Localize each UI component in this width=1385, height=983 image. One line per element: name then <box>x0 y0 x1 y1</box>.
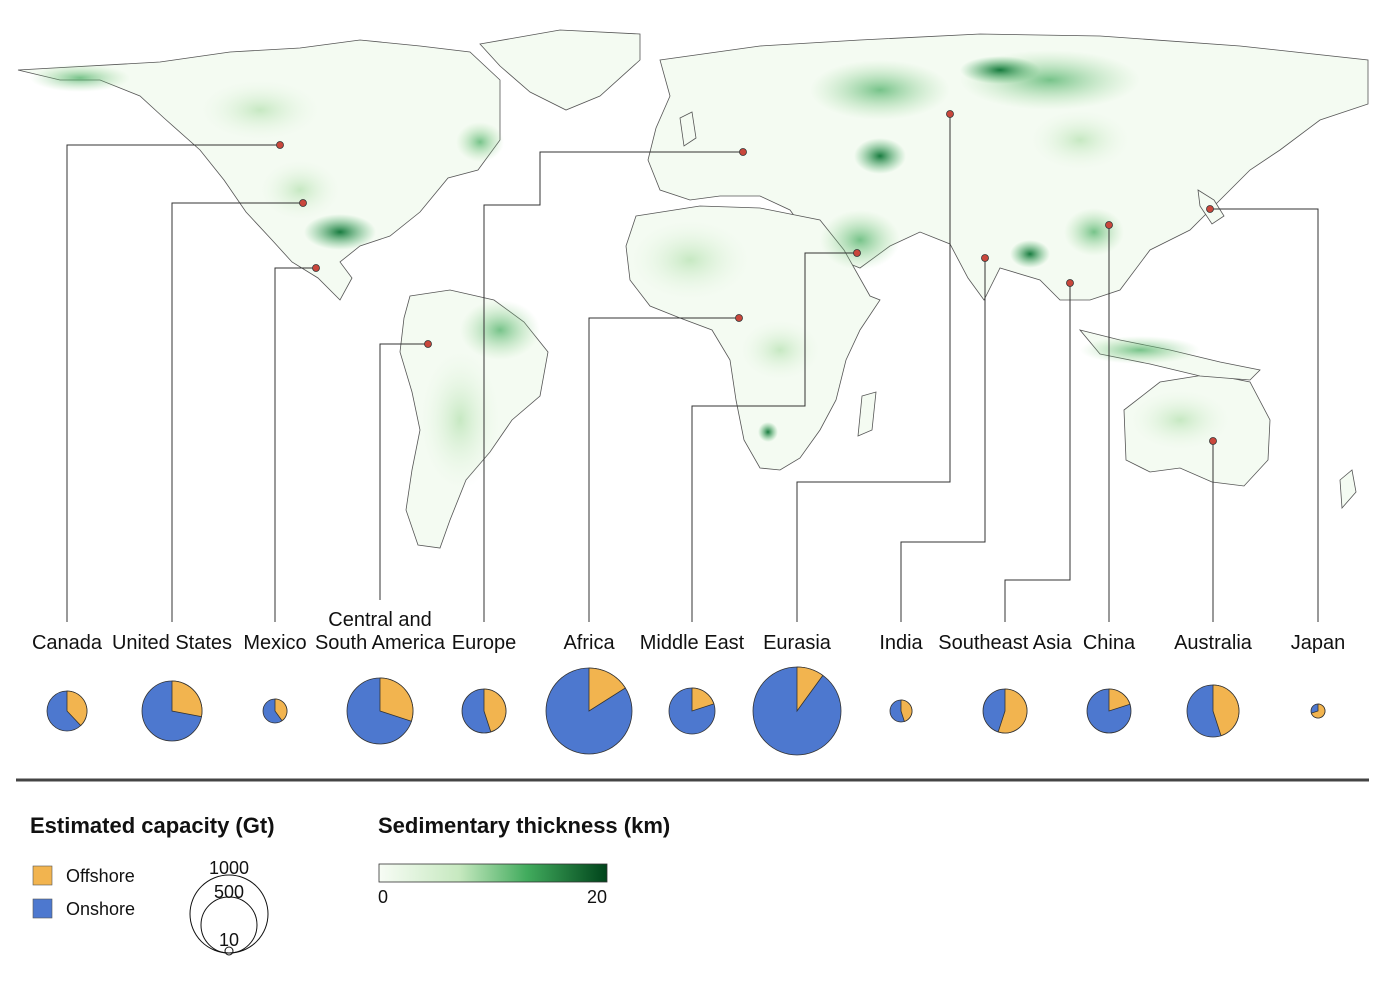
pie-offshore-china <box>1108 688 1131 712</box>
region-label-china: China <box>1083 632 1136 654</box>
colorbar-min-label: 0 <box>378 887 388 907</box>
region-label-africa: Africa <box>563 632 615 654</box>
offshore-swatch <box>32 865 53 886</box>
capacity-legend-title: Estimated capacity (Gt) <box>30 813 275 838</box>
size-legend-circle-500 <box>200 896 258 954</box>
pie-offshore-eurasia <box>796 666 824 713</box>
size-legend-circle-10 <box>224 946 234 956</box>
marker-china <box>1105 221 1113 229</box>
pie-middle-east <box>668 687 716 735</box>
pie-offshore-europe <box>483 688 507 733</box>
pie-offshore-canada <box>66 690 88 727</box>
marker-africa <box>735 314 743 322</box>
region-markers <box>276 110 1217 445</box>
pie-offshore-middle-east <box>691 687 715 712</box>
leader-line-united-states <box>171 202 303 622</box>
pie-africa <box>545 667 633 755</box>
pie-offshore-india <box>900 699 913 722</box>
leader-line-india <box>900 258 986 622</box>
pie-china <box>1086 688 1132 734</box>
pie-offshore-united-states <box>171 680 203 718</box>
leader-line-africa <box>588 317 739 622</box>
madagascar-shape <box>857 391 877 437</box>
world-map <box>17 29 1369 549</box>
pie-mexico <box>262 698 288 724</box>
sediment-overlay <box>30 50 1230 490</box>
leader-line-eurasia <box>796 114 951 622</box>
pie-australia <box>1186 684 1240 738</box>
region-label-middle-east: Middle East <box>640 632 745 654</box>
size-legend-label-500: 500 <box>214 882 244 902</box>
leader-line-southeast-asia <box>1004 283 1071 622</box>
marker-central-south-america <box>424 340 432 348</box>
leader-line-canada <box>66 144 280 622</box>
marker-united-states <box>299 199 307 207</box>
marker-southeast-asia <box>1066 279 1074 287</box>
region-label-europe: Europe <box>452 632 517 654</box>
region-label-japan: Japan <box>1291 632 1346 654</box>
pie-europe <box>461 688 507 734</box>
pie-offshore-mexico <box>274 698 288 722</box>
colorbar-max-label: 20 <box>587 887 607 907</box>
leader-line-mexico <box>274 267 316 622</box>
size-legend <box>189 874 269 956</box>
pie-offshore-japan <box>1310 703 1326 719</box>
region-label-eurasia: Eurasia <box>763 632 832 654</box>
pie-united-states <box>141 680 203 742</box>
region-label-central-south-america-line-1: Central and <box>328 609 431 631</box>
size-legend-label-1000: 1000 <box>209 858 249 878</box>
marker-japan <box>1206 205 1214 213</box>
marker-canada <box>276 141 284 149</box>
size-legend-label-10: 10 <box>219 930 239 950</box>
leader-line-japan <box>1210 208 1319 622</box>
greenland-shape <box>479 29 641 111</box>
onshore-swatch <box>32 898 53 919</box>
sediment-colorbar <box>378 863 608 883</box>
region-label-india: India <box>879 632 923 654</box>
leader-lines <box>66 114 1319 622</box>
legend: Estimated capacity (Gt) Offshore Onshore… <box>30 813 670 956</box>
leader-line-middle-east <box>691 252 857 622</box>
region-label-mexico: Mexico <box>243 632 306 654</box>
offshore-legend-label: Offshore <box>66 866 135 886</box>
region-label-canada: Canada <box>32 632 103 654</box>
pie-india <box>889 699 913 723</box>
pie-southeast-asia <box>982 688 1028 734</box>
leader-line-europe <box>483 151 743 622</box>
marker-europe <box>739 148 747 156</box>
thickness-legend-title: Sedimentary thickness (km) <box>378 813 670 838</box>
leader-line-central-south-america <box>379 343 428 600</box>
marker-india <box>981 254 989 262</box>
pie-japan <box>1310 703 1326 719</box>
pie-offshore-australia <box>1212 684 1240 737</box>
new-zealand-shape <box>1339 469 1357 509</box>
onshore-legend-label: Onshore <box>66 899 135 919</box>
region-label-australia: Australia <box>1174 632 1253 654</box>
pie-offshore-central-south-america <box>379 677 414 722</box>
pie-offshore-southeast-asia <box>997 688 1028 734</box>
region-label-southeast-asia: Southeast Asia <box>938 632 1072 654</box>
uk-shape <box>679 111 697 147</box>
pie-canada <box>46 690 88 732</box>
marker-middle-east <box>853 249 861 257</box>
pie-eurasia <box>752 666 842 756</box>
pie-offshore-africa <box>588 667 626 712</box>
marker-australia <box>1209 437 1217 445</box>
region-label-united-states: United States <box>112 632 232 654</box>
region-label-central-south-america-line-2: South America <box>315 632 446 654</box>
pie-central-south-america <box>346 677 414 745</box>
capacity-pie-charts <box>46 666 1326 756</box>
north-america-shape <box>17 39 501 301</box>
marker-eurasia <box>946 110 954 118</box>
marker-mexico <box>312 264 320 272</box>
